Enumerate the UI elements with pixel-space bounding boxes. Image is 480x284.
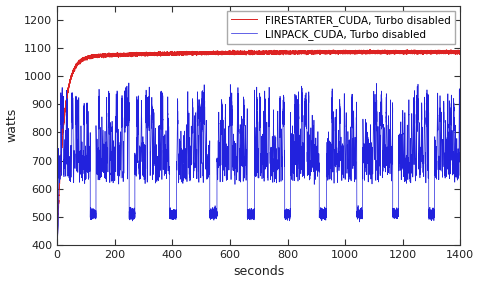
- X-axis label: seconds: seconds: [233, 266, 284, 278]
- LINPACK_CUDA, Turbo disabled: [457, 212, 463, 216]
- LINPACK_CUDA, Turbo disabled: [251, 211, 257, 214]
- LINPACK_CUDA, Turbo disabled: [351, 146, 357, 150]
- FIRESTARTER_CUDA, Turbo disabled: [251, 52, 257, 55]
- FIRESTARTER_CUDA, Turbo disabled: [457, 49, 463, 53]
- LINPACK_CUDA, Turbo disabled: [54, 243, 60, 247]
- LINPACK_CUDA, Turbo disabled: [209, 211, 215, 214]
- LINPACK_CUDA, Turbo disabled: [313, 136, 319, 140]
- FIRESTARTER_CUDA, Turbo disabled: [351, 50, 357, 53]
- LINPACK_CUDA, Turbo disabled: [299, 106, 304, 109]
- Legend: FIRESTARTER_CUDA, Turbo disabled, LINPACK_CUDA, Turbo disabled: FIRESTARTER_CUDA, Turbo disabled, LINPAC…: [227, 11, 455, 44]
- FIRESTARTER_CUDA, Turbo disabled: [299, 51, 304, 54]
- FIRESTARTER_CUDA, Turbo disabled: [242, 52, 248, 55]
- Y-axis label: watts: watts: [6, 108, 19, 142]
- FIRESTARTER_CUDA, Turbo disabled: [313, 51, 319, 55]
- FIRESTARTER_CUDA, Turbo disabled: [367, 48, 373, 51]
- FIRESTARTER_CUDA, Turbo disabled: [209, 52, 215, 55]
- LINPACK_CUDA, Turbo disabled: [126, 81, 132, 85]
- FIRESTARTER_CUDA, Turbo disabled: [54, 243, 60, 247]
- Line: FIRESTARTER_CUDA, Turbo disabled: FIRESTARTER_CUDA, Turbo disabled: [57, 49, 460, 245]
- Line: LINPACK_CUDA, Turbo disabled: LINPACK_CUDA, Turbo disabled: [57, 83, 460, 245]
- LINPACK_CUDA, Turbo disabled: [242, 175, 248, 179]
